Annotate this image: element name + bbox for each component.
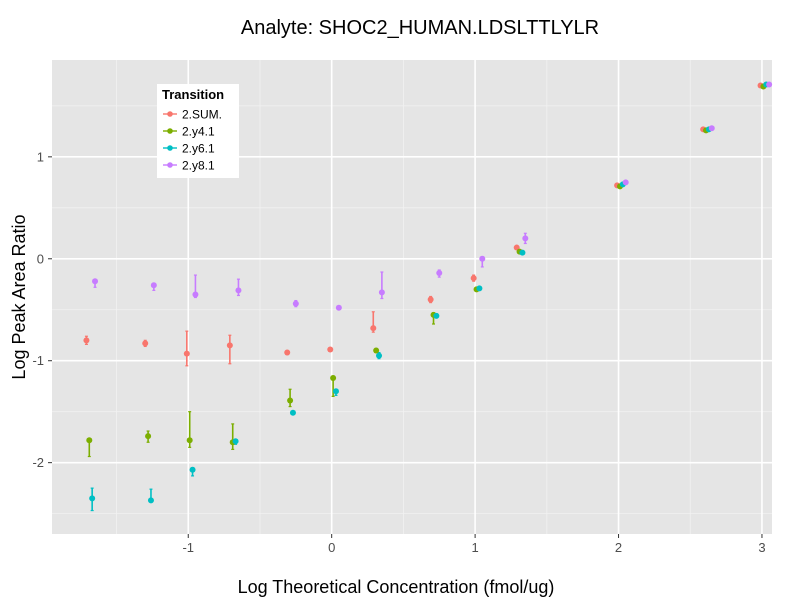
chart-title: Analyte: SHOC2_HUMAN.LDSLTTLYLR	[241, 17, 599, 39]
x-tick-label: 1	[471, 540, 478, 555]
data-point	[476, 285, 483, 292]
x-tick-label: 0	[328, 540, 335, 555]
data-point	[330, 375, 337, 382]
legend-title: Transition	[162, 87, 224, 102]
data-point	[192, 291, 199, 298]
legend-label: 2.y6.1	[182, 142, 215, 156]
data-point	[189, 466, 196, 473]
data-point	[232, 438, 239, 445]
x-axis-title: Log Theoretical Concentration (fmol/ug)	[238, 577, 555, 597]
x-axis-ticks: -1 0 1 2 3	[182, 534, 766, 555]
data-point	[519, 249, 526, 256]
data-point	[83, 337, 90, 344]
y-tick-label: -1	[32, 353, 44, 368]
data-point	[370, 325, 377, 332]
data-point	[376, 352, 383, 359]
legend-label: 2.SUM.	[182, 108, 222, 122]
y-axis-title: Log Peak Area Ratio	[9, 214, 29, 379]
data-point	[522, 235, 529, 242]
data-point	[147, 497, 154, 504]
data-point	[150, 282, 157, 289]
data-point	[186, 437, 193, 444]
data-point	[145, 433, 152, 440]
data-point	[378, 289, 385, 296]
legend-label: 2.y4.1	[182, 125, 215, 139]
data-point	[708, 125, 715, 132]
data-point	[470, 275, 477, 282]
data-point	[89, 495, 96, 502]
legend-key-point	[167, 145, 173, 151]
y-tick-label: 0	[37, 251, 44, 266]
data-point	[327, 346, 334, 353]
data-point	[335, 304, 342, 311]
y-tick-label: -2	[32, 455, 44, 470]
data-point	[373, 347, 380, 354]
legend: Transition 2.SUM. 2.y4.1 2.y6.1 2.y8.1	[157, 84, 239, 178]
data-point	[287, 397, 294, 404]
data-point	[766, 81, 773, 88]
minor-gridlines	[52, 60, 772, 534]
data-point	[183, 350, 190, 357]
data-point	[332, 388, 339, 395]
data-point	[92, 278, 99, 285]
data-point	[427, 296, 434, 303]
data-point	[433, 312, 440, 319]
y-axis-ticks: -2 -1 0 1	[32, 149, 52, 470]
data-point	[235, 287, 242, 294]
data-point	[479, 255, 486, 262]
x-tick-label: 3	[758, 540, 765, 555]
data-points	[83, 81, 773, 504]
x-tick-label: 2	[615, 540, 622, 555]
legend-key-point	[167, 128, 173, 134]
data-point	[622, 179, 629, 186]
data-point	[86, 437, 93, 444]
y-tick-label: 1	[37, 149, 44, 164]
data-point	[292, 300, 299, 307]
data-point	[284, 349, 291, 356]
data-point	[289, 409, 296, 416]
legend-key-point	[167, 111, 173, 117]
x-tick-label: -1	[182, 540, 194, 555]
legend-key-point	[167, 162, 173, 168]
legend-label: 2.y8.1	[182, 159, 215, 173]
data-point	[226, 342, 233, 349]
data-point	[142, 340, 149, 347]
data-point	[436, 270, 443, 277]
